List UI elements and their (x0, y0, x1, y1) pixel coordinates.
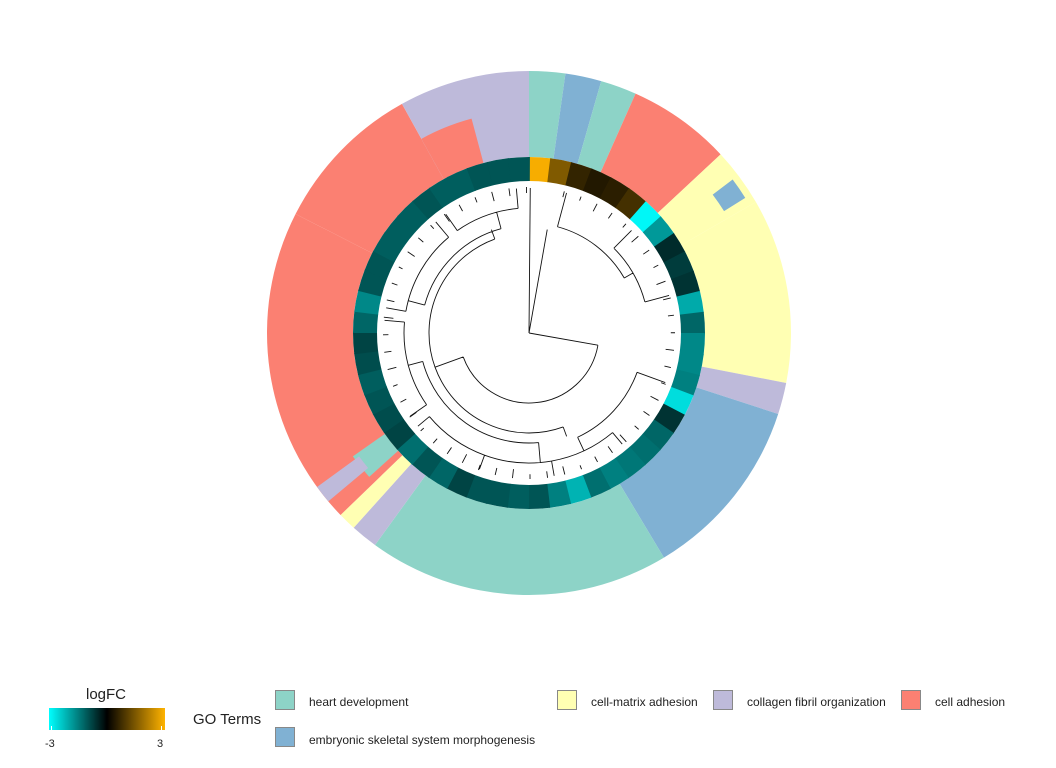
go-term-ring (267, 71, 791, 595)
heatmap-cell (528, 483, 551, 509)
heatmap-cell (353, 332, 379, 355)
logfc-heatmap-ring (353, 157, 705, 509)
go-segment-cell-adhesion (421, 118, 484, 180)
legend-label-collagen-fibril: collagen fibril organization (747, 695, 886, 709)
legend-label-cell-matrix-adhesion: cell-matrix adhesion (591, 695, 698, 709)
colorbar-tick-max (161, 726, 162, 730)
heatmap-cell (642, 419, 674, 451)
colorbar-tick-min (51, 726, 52, 730)
heatmap-cell (642, 216, 675, 248)
heatmap-cell (615, 188, 647, 220)
heatmap-cell (663, 251, 694, 280)
heatmap-cell (428, 457, 459, 489)
heatmap-cell (676, 290, 704, 316)
heatmap-cell (629, 201, 662, 233)
heatmap-cell (506, 483, 529, 509)
heatmap-cell (529, 157, 552, 183)
heatmap-cell (396, 433, 429, 465)
heatmap-cell (663, 386, 694, 416)
heatmap-cell (582, 467, 611, 498)
dendrogram-branches (383, 187, 676, 479)
go-segment-embryonic-skeletal-system-morphogenesis (553, 73, 602, 164)
heatmap-cell (546, 480, 572, 508)
heatmap-cell (679, 311, 705, 334)
heatmap-cell (364, 386, 395, 415)
heatmap-cell (599, 177, 630, 209)
heatmap-cell (679, 333, 705, 356)
go-segment-cell-adhesion (600, 93, 721, 213)
go-segment-cell-matrix-adhesion (657, 154, 756, 245)
heatmap-cell (354, 289, 382, 315)
colorbar-max-label: 3 (157, 738, 164, 750)
heatmap-cell (486, 158, 512, 186)
heatmap-cell (383, 418, 416, 450)
heatmap-cell (412, 187, 444, 220)
legend-key-cell-adhesion (901, 690, 921, 710)
legend-key-collagen-fibril (713, 690, 733, 710)
heatmap-cell (411, 446, 443, 478)
heatmap-cell (485, 480, 511, 508)
legend-key-heart-development (275, 690, 295, 710)
heatmap-cell (397, 200, 429, 233)
heatmap-cell (564, 475, 592, 505)
circular-go-chart (267, 71, 791, 595)
legend-key-cell-matrix-adhesion (557, 690, 577, 710)
go-segment-cell-adhesion (295, 103, 444, 254)
heatmap-cell (357, 368, 387, 396)
go-segment-collagen-fibril-organization (353, 463, 426, 545)
go-segment-collagen-fibril-organization (317, 456, 369, 502)
heatmap-cell (671, 270, 701, 298)
legend-label-heart-development: heart development (309, 695, 409, 709)
heatmap-cell (629, 433, 661, 466)
heatmap-cell (466, 161, 494, 191)
colorbar-title: logFC (86, 686, 127, 703)
go-segment-cell-matrix-adhesion (681, 202, 791, 383)
heatmap-cell (353, 310, 379, 333)
go-segment-heart-development (375, 475, 664, 595)
dendrogram (383, 187, 676, 479)
go-segment-cell-adhesion (267, 214, 403, 516)
go-segment-heart-development (529, 71, 566, 159)
heatmap-cell (373, 232, 405, 263)
colorbar-min-label: -3 (45, 738, 55, 750)
heatmap-cell (676, 351, 704, 377)
heatmap-cell (364, 250, 395, 280)
heatmap-cell (507, 157, 530, 183)
legend-title: GO Terms (193, 711, 262, 728)
go-segment-collagen-fibril-organization (696, 366, 787, 414)
heatmap-cell (614, 446, 646, 479)
legend-key-embryonic-skeletal (275, 727, 295, 747)
heatmap-cell (447, 168, 476, 199)
legend-label-embryonic-skeletal: embryonic skeletal system morphogenesis (309, 733, 536, 747)
heatmap-cell (547, 158, 573, 186)
legend-label-cell-adhesion: cell adhesion (935, 695, 1006, 709)
go-segment-heart-development (577, 81, 636, 173)
heatmap-cell (446, 467, 476, 498)
heatmap-cell (384, 215, 416, 247)
go-segment-cell-matrix-adhesion (340, 455, 412, 528)
heatmap-cell (354, 350, 382, 376)
go-segment-embryonic-skeletal-system-morphogenesis (619, 387, 779, 558)
heatmap-cell (582, 168, 612, 199)
go-segment-embryonic-skeletal-system-morphogenesis (712, 179, 746, 212)
logfc-colorbar (49, 708, 165, 730)
heatmap-cell (653, 403, 685, 434)
